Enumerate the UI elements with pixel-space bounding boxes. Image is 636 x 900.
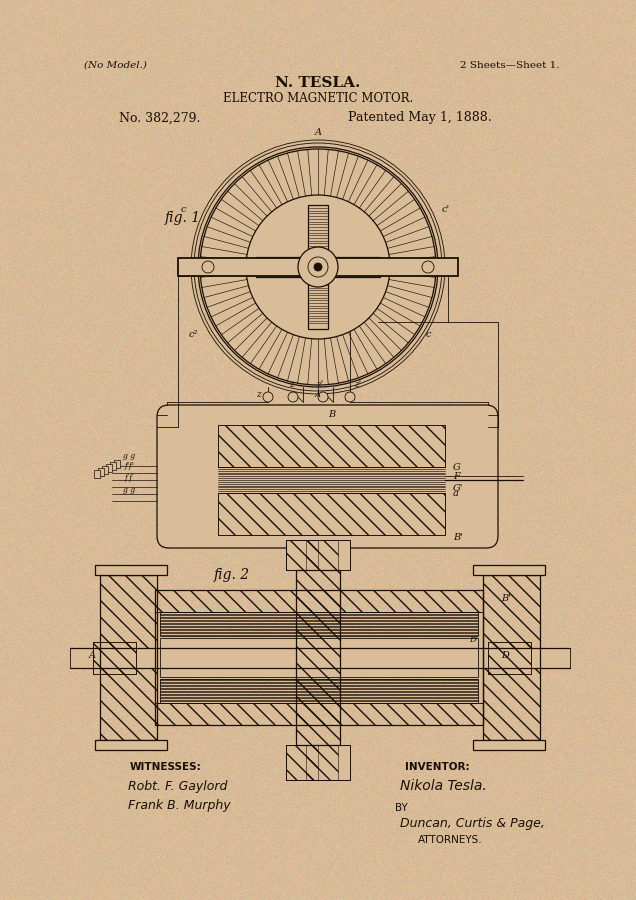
Bar <box>218 425 445 467</box>
Circle shape <box>202 261 214 273</box>
Bar <box>218 493 445 535</box>
Text: G': G' <box>453 484 464 493</box>
Bar <box>473 740 545 750</box>
Text: c²: c² <box>188 330 198 339</box>
Bar <box>155 590 483 612</box>
Bar <box>155 590 483 612</box>
Text: INVENTOR:: INVENTOR: <box>405 762 469 772</box>
Bar <box>102 466 108 474</box>
Text: B': B' <box>453 533 463 542</box>
Bar <box>286 540 318 570</box>
Bar <box>95 740 167 750</box>
Circle shape <box>318 392 328 402</box>
Bar <box>178 258 458 276</box>
Bar <box>286 745 350 780</box>
Text: c': c' <box>442 205 450 214</box>
Text: f'f': f'f' <box>124 462 134 470</box>
Bar <box>306 745 338 780</box>
Bar <box>483 575 540 740</box>
Bar <box>286 745 350 780</box>
Bar <box>93 642 136 673</box>
Text: g g: g g <box>123 452 135 460</box>
Text: A: A <box>314 128 322 137</box>
Text: F: F <box>453 472 460 481</box>
Text: ATTORNEYS.: ATTORNEYS. <box>418 835 483 845</box>
Bar <box>155 703 483 725</box>
Text: c: c <box>180 205 186 214</box>
Bar <box>218 493 445 535</box>
Bar <box>306 540 338 570</box>
Bar <box>100 575 157 740</box>
Bar <box>160 612 478 636</box>
Circle shape <box>298 247 338 287</box>
Circle shape <box>198 147 438 387</box>
Bar <box>296 570 340 745</box>
Bar <box>286 540 350 570</box>
Bar <box>488 642 531 673</box>
Text: WITNESSES:: WITNESSES: <box>130 762 202 772</box>
Text: B': B' <box>501 594 511 603</box>
Text: A: A <box>88 651 95 660</box>
Circle shape <box>314 263 322 271</box>
Bar <box>218 425 445 467</box>
Bar <box>95 565 167 575</box>
Text: A: A <box>315 391 321 399</box>
Text: fig. 2: fig. 2 <box>214 568 250 582</box>
Bar <box>100 575 157 740</box>
Circle shape <box>263 392 273 402</box>
FancyBboxPatch shape <box>157 405 498 548</box>
Text: 2 Sheets—Sheet 1.: 2 Sheets—Sheet 1. <box>460 60 560 69</box>
Circle shape <box>246 195 390 339</box>
Bar <box>155 703 483 725</box>
Circle shape <box>345 392 355 402</box>
Bar <box>296 570 340 745</box>
Bar <box>160 638 478 677</box>
Text: (No Model.): (No Model.) <box>83 60 146 69</box>
Text: No. 382,279.: No. 382,279. <box>120 112 201 124</box>
Text: N. TESLA.: N. TESLA. <box>275 76 361 90</box>
Bar <box>106 464 112 472</box>
Text: z: z <box>289 380 293 389</box>
Text: B: B <box>328 410 335 419</box>
Text: b: b <box>317 758 323 767</box>
Text: g g: g g <box>123 486 135 494</box>
Bar <box>308 205 328 329</box>
Bar <box>473 565 545 575</box>
Text: Robt. F. Gaylord: Robt. F. Gaylord <box>128 780 228 793</box>
Circle shape <box>308 257 328 277</box>
Bar <box>94 470 100 478</box>
Bar <box>98 468 104 476</box>
Text: ELECTRO MAGNETIC MOTOR.: ELECTRO MAGNETIC MOTOR. <box>223 93 413 105</box>
Bar <box>286 745 318 780</box>
Text: BY: BY <box>395 803 408 813</box>
Text: f f: f f <box>125 474 133 482</box>
Text: Duncan, Curtis & Page,: Duncan, Curtis & Page, <box>400 817 545 830</box>
Text: D': D' <box>469 636 478 644</box>
Text: c: c <box>425 330 431 339</box>
Bar <box>286 540 350 570</box>
Circle shape <box>422 261 434 273</box>
Bar <box>93 642 136 673</box>
Text: D: D <box>501 651 509 660</box>
Bar <box>483 575 540 740</box>
Text: a: a <box>453 489 459 498</box>
Text: Patented May 1, 1888.: Patented May 1, 1888. <box>348 112 492 124</box>
Circle shape <box>288 392 298 402</box>
Text: G: G <box>453 463 460 472</box>
Text: a: a <box>317 548 323 557</box>
Bar <box>488 642 531 673</box>
Bar <box>110 462 116 470</box>
Text: Nikola Tesla.: Nikola Tesla. <box>400 779 487 793</box>
Text: z: z <box>256 390 260 399</box>
Bar <box>155 590 483 725</box>
Bar <box>114 460 120 468</box>
Bar <box>70 647 570 668</box>
Text: z': z' <box>316 380 324 389</box>
Text: Frank B. Murphy: Frank B. Murphy <box>128 799 231 812</box>
Text: b: b <box>317 558 323 567</box>
Text: fig. 1: fig. 1 <box>165 211 201 225</box>
Bar <box>256 257 380 277</box>
Bar <box>160 679 478 703</box>
Text: z': z' <box>354 380 362 389</box>
